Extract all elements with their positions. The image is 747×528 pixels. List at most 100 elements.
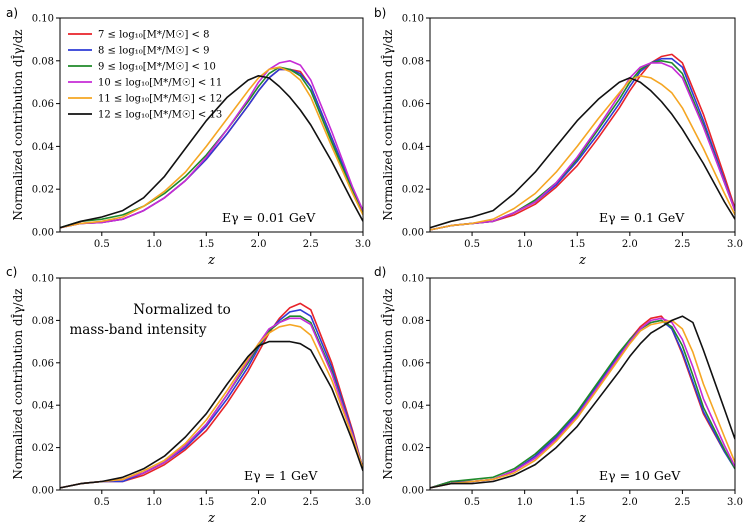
- panel-letter: b): [374, 6, 386, 20]
- x-tick-label: 3.0: [727, 239, 743, 250]
- y-tick-label: 0.00: [402, 486, 424, 497]
- legend-label-m10_11: 10 ≤ log₁₀[M*/M☉] < 11: [98, 78, 222, 89]
- axes-frame: [59, 17, 364, 233]
- panel-letter: d): [374, 265, 386, 279]
- x-tick-label: 2.5: [674, 239, 690, 250]
- series-line-m10_11: [60, 60, 363, 229]
- x-tick-label: 2.0: [251, 497, 267, 508]
- axes-frame: [59, 277, 364, 491]
- legend-label-m9_10: 9 ≤ log₁₀[M*/M☉] < 10: [98, 62, 216, 73]
- legend: 7 ≤ log₁₀[M*/M☉] < 8 8 ≤ log₁₀[M*/M☉] < 9…: [68, 30, 222, 121]
- x-axis-label: z: [207, 253, 215, 268]
- series-line-m8_9: [60, 309, 363, 489]
- series-line-m10_11: [430, 62, 735, 231]
- y-tick-label: 0.06: [32, 358, 54, 369]
- panel-c: 0.5 1.0 1.5 2.0 2.5 3.0 0.00 0.02 0.04 0.06 0.08 0.…: [6, 265, 371, 526]
- y-axis-label: Normalized contribution dÎγ/dz: [380, 288, 395, 479]
- x-tick-label: 3.0: [727, 497, 743, 508]
- x-tick-label: 1.5: [569, 239, 585, 250]
- x-tick-label: 2.0: [251, 239, 267, 250]
- y-tick-label: 0.08: [402, 316, 424, 327]
- y-tick-label: 0.10: [402, 14, 424, 25]
- energy-annotation: Eγ = 10 GeV: [599, 468, 681, 483]
- legend-label-m12_13: 12 ≤ log₁₀[M*/M☉] < 13: [98, 110, 222, 121]
- y-tick-label: 0.10: [32, 14, 54, 25]
- x-tick-label: 1.0: [146, 239, 162, 250]
- series-line-m12_13: [60, 75, 363, 229]
- x-tick-label: 0.5: [464, 239, 480, 250]
- series-line-m9_10: [60, 66, 363, 229]
- y-tick-label: 0.08: [32, 56, 54, 67]
- y-axis-label: Normalized contribution dÎγ/dz: [10, 29, 25, 220]
- x-axis-label: z: [207, 511, 215, 526]
- x-tick-label: 1.0: [517, 239, 533, 250]
- energy-annotation: Eγ = 0.1 GeV: [599, 210, 685, 225]
- series-line-m12_13: [430, 77, 735, 229]
- series-lines: [60, 60, 363, 229]
- y-tick-label: 0.10: [32, 274, 54, 285]
- panel-b: 0.5 1.0 1.5 2.0 2.5 3.0 0.00 0.02 0.04 0.06 0.08 0.…: [374, 6, 743, 268]
- x-tick-label: 1.5: [198, 239, 214, 250]
- x-tick-label: 0.5: [94, 239, 110, 250]
- panel-letter: a): [6, 6, 18, 20]
- energy-annotation: Eγ = 0.01 GeV: [222, 210, 316, 225]
- y-tick-label: 0.06: [32, 99, 54, 110]
- y-tick-label: 0.02: [32, 443, 54, 454]
- panel-letter: c): [6, 265, 17, 279]
- series-line-m11_12: [60, 66, 363, 229]
- x-tick-label: 2.5: [674, 497, 690, 508]
- series-line-m9_10: [430, 319, 735, 489]
- series-line-m7_8: [430, 53, 735, 231]
- x-tick-label: 0.5: [94, 497, 110, 508]
- series-line-m8_9: [430, 57, 735, 231]
- x-tick-label: 2.5: [303, 239, 319, 250]
- series-lines: [430, 53, 735, 231]
- note-line-2: mass-band intensity: [69, 322, 206, 338]
- note-line-1: Normalized to: [133, 302, 230, 318]
- series-line-m11_12: [60, 323, 363, 489]
- y-tick-label: 0.02: [402, 443, 424, 454]
- axes-frame: [429, 17, 736, 233]
- y-tick-label: 0.08: [32, 316, 54, 327]
- x-tick-label: 1.0: [517, 497, 533, 508]
- x-tick-label: 0.5: [464, 497, 480, 508]
- series-lines: [60, 302, 363, 489]
- series-lines: [430, 315, 735, 489]
- y-tick-label: 0.00: [402, 228, 424, 239]
- y-tick-label: 0.04: [402, 142, 424, 153]
- panel-a: 0.5 1.0 1.5 2.0 2.5 3.0 0.00 0.02 0.04 0.06 0.08 0.…: [6, 6, 371, 268]
- y-tick-label: 0.00: [32, 228, 54, 239]
- series-line-m10_11: [60, 317, 363, 489]
- series-line-m12_13: [60, 340, 363, 489]
- y-tick-label: 0.02: [402, 185, 424, 196]
- y-tick-label: 0.00: [32, 486, 54, 497]
- y-tick-label: 0.04: [32, 142, 54, 153]
- x-tick-label: 1.0: [146, 497, 162, 508]
- x-tick-label: 2.0: [622, 497, 638, 508]
- axes-frame: [429, 277, 736, 491]
- x-tick-label: 2.0: [622, 239, 638, 250]
- x-tick-label: 1.5: [569, 497, 585, 508]
- series-line-m7_8: [430, 315, 735, 489]
- legend-label-m7_8: 7 ≤ log₁₀[M*/M☉] < 8: [98, 30, 209, 41]
- series-line-m12_13: [430, 315, 735, 489]
- y-axis-label: Normalized contribution dÎγ/dz: [10, 288, 25, 479]
- y-axis-label: Normalized contribution dÎγ/dz: [380, 29, 395, 220]
- x-axis-label: z: [578, 511, 586, 526]
- y-tick-label: 0.06: [402, 358, 424, 369]
- y-tick-label: 0.02: [32, 185, 54, 196]
- series-line-m11_12: [430, 319, 735, 489]
- x-axis-label: z: [578, 253, 586, 268]
- x-tick-label: 3.0: [355, 239, 371, 250]
- x-tick-label: 2.5: [303, 497, 319, 508]
- legend-label-m11_12: 11 ≤ log₁₀[M*/M☉] < 12: [98, 94, 222, 105]
- x-tick-label: 1.5: [198, 497, 214, 508]
- y-tick-label: 0.04: [402, 401, 424, 412]
- y-tick-label: 0.10: [402, 274, 424, 285]
- panel-d: 0.5 1.0 1.5 2.0 2.5 3.0 0.00 0.02 0.04 0.06 0.08 0.…: [374, 265, 743, 526]
- legend-label-m8_9: 8 ≤ log₁₀[M*/M☉] < 9: [98, 46, 209, 57]
- y-tick-label: 0.04: [32, 401, 54, 412]
- y-tick-label: 0.08: [402, 56, 424, 67]
- series-line-m11_12: [430, 75, 735, 231]
